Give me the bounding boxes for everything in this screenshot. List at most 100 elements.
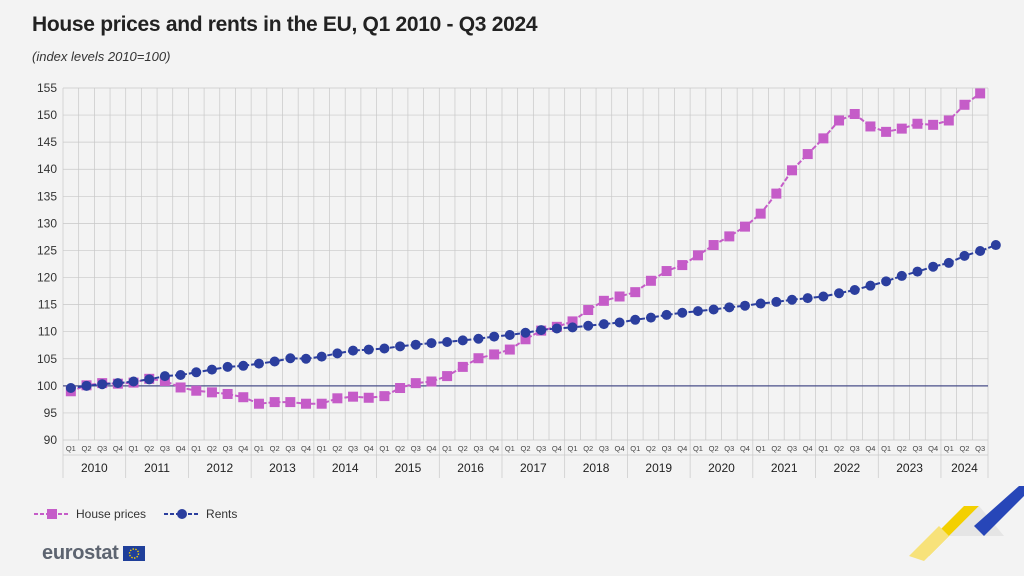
quarter-tick-label: Q4 (740, 444, 750, 453)
rents-point (881, 276, 892, 287)
rents-point (677, 307, 688, 318)
year-tick-label: 2016 (457, 461, 484, 475)
quarter-tick-label: Q4 (113, 444, 123, 453)
quarter-tick-label: Q2 (583, 444, 593, 453)
house-prices-point (896, 123, 907, 134)
quarter-tick-label: Q2 (520, 444, 530, 453)
quarter-tick-label: Q3 (662, 444, 672, 453)
rents-point (97, 379, 108, 390)
house-prices-point (410, 378, 421, 389)
year-tick-label: 2023 (896, 461, 923, 475)
house-prices-point (348, 391, 359, 402)
rents-point (363, 344, 374, 355)
rents-point (645, 312, 656, 323)
house-prices-point (708, 240, 719, 251)
house-prices-point (849, 108, 860, 119)
y-tick-label: 115 (38, 298, 57, 312)
quarter-tick-label: Q2 (771, 444, 781, 453)
rents-point (144, 374, 155, 385)
rents-point (975, 246, 986, 257)
house-prices-point (943, 115, 954, 126)
year-tick-label: 2022 (834, 461, 861, 475)
rents-point (520, 327, 531, 338)
rents-point (175, 370, 186, 381)
chart-legend: House prices Rents (34, 507, 237, 521)
house-prices-point (191, 385, 202, 396)
quarter-tick-label: Q1 (944, 444, 954, 453)
quarter-tick-label: Q1 (568, 444, 578, 453)
rents-point (457, 335, 468, 346)
rents-point (583, 320, 594, 331)
house-prices-point (959, 99, 970, 110)
rents-point (536, 325, 547, 336)
rents-point (818, 291, 829, 302)
y-tick-label: 125 (37, 243, 57, 257)
rents-point (834, 288, 845, 299)
quarter-tick-label: Q2 (395, 444, 405, 453)
quarter-tick-label: Q3 (724, 444, 734, 453)
house-prices-point (661, 266, 672, 277)
rents-point (928, 261, 939, 272)
house-prices-point (206, 387, 217, 398)
rents-point (442, 336, 453, 347)
house-prices-point (301, 398, 312, 409)
quarter-tick-label: Q3 (348, 444, 358, 453)
quarter-tick-label: Q3 (912, 444, 922, 453)
eu-flag-icon (122, 546, 145, 561)
house-prices-point (881, 126, 892, 137)
quarter-tick-label: Q1 (630, 444, 640, 453)
house-prices-point (755, 208, 766, 219)
rents-point (379, 343, 390, 354)
y-tick-label: 135 (37, 189, 57, 203)
chart-title: House prices and rents in the EU, Q1 201… (32, 13, 538, 36)
rents-point (191, 367, 202, 378)
house-prices-point (457, 361, 468, 372)
y-tick-label: 110 (38, 325, 57, 339)
y-tick-label: 105 (37, 352, 57, 366)
rents-point (473, 333, 484, 344)
line-chart: 90 95 100 105 110 115 120 125 130 135 140 145 150 155… (37, 81, 1001, 478)
quarter-tick-label: Q1 (379, 444, 389, 453)
year-tick-label: 2017 (520, 461, 547, 475)
quarter-tick-label: Q3 (97, 444, 107, 453)
rents-point (802, 293, 813, 304)
quarter-tick-label: Q2 (646, 444, 656, 453)
house-prices-point (787, 165, 798, 176)
house-prices-point (253, 398, 264, 409)
quarter-tick-label: Q2 (834, 444, 844, 453)
rents-point (551, 323, 562, 334)
rents-point (943, 257, 954, 268)
house-prices-point (332, 393, 343, 404)
house-prices-point (645, 275, 656, 286)
quarter-tick-label: Q1 (818, 444, 828, 453)
quarter-tick-label: Q1 (881, 444, 891, 453)
quarter-tick-label: Q3 (285, 444, 295, 453)
quarter-tick-label: Q4 (238, 444, 248, 453)
quarter-tick-label: Q2 (709, 444, 719, 453)
rents-point (285, 353, 296, 364)
rents-point (489, 331, 500, 342)
house-prices-point (285, 397, 296, 408)
rents-point (316, 351, 327, 362)
rents-point (112, 378, 123, 389)
quarter-tick-label: Q4 (865, 444, 875, 453)
year-tick-label: 2010 (81, 461, 108, 475)
rents-point (630, 314, 641, 325)
quarter-tick-label: Q4 (615, 444, 625, 453)
quarter-tick-label: Q4 (426, 444, 436, 453)
decorative-chevron-icon (909, 486, 1024, 561)
rents-point (567, 322, 578, 333)
rents-point (301, 353, 312, 364)
quarter-tick-label: Q4 (364, 444, 374, 453)
legend-label-rents: Rents (206, 507, 238, 521)
y-tick-label: 145 (37, 135, 57, 149)
house-prices-point (598, 295, 609, 306)
quarter-tick-label: Q2 (332, 444, 342, 453)
rents-point (253, 358, 264, 369)
rents-point (724, 302, 735, 313)
house-prices-point (379, 391, 390, 402)
quarter-tick-label: Q2 (959, 444, 969, 453)
rents-point (755, 298, 766, 309)
house-prices-point (442, 371, 453, 382)
rents-point (896, 270, 907, 281)
